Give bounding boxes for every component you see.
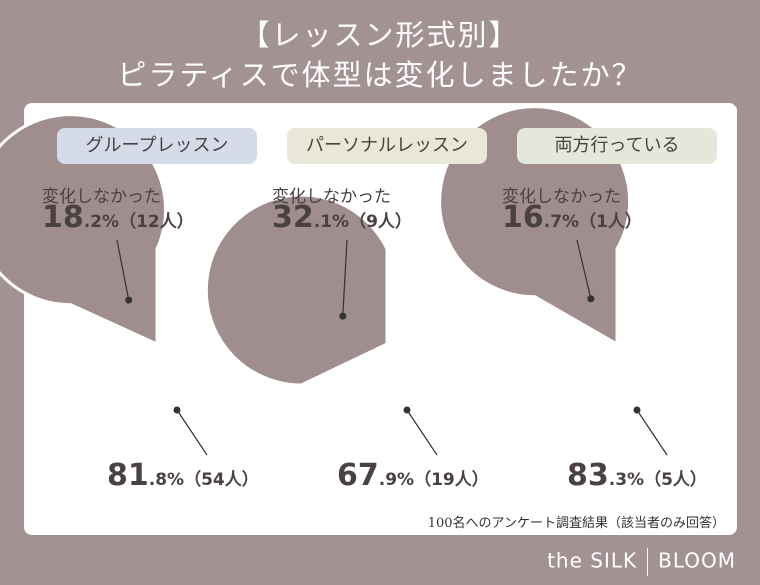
leader-dot-unchanged <box>587 295 595 303</box>
leader-dot-unchanged <box>339 312 347 320</box>
leader-line-unchanged <box>342 239 348 317</box>
footnote: 100名へのアンケート調査結果（該当者のみ回答） <box>427 516 725 531</box>
changed-pie-label: 変化した <box>567 371 651 395</box>
unchanged-label: 変化しなかった <box>42 187 161 207</box>
unchanged-value: 16.7%（1人） <box>502 200 642 235</box>
unchanged-label: 変化しなかった <box>502 187 621 207</box>
unchanged-value: 32.1%（9人） <box>272 200 412 235</box>
pie-slice-changed <box>204 193 389 387</box>
brand-left: the SILK <box>547 548 638 573</box>
changed-value: 83.3%（5人） <box>567 458 707 493</box>
leader-line-unchanged <box>576 239 592 299</box>
unchanged-label: 変化しなかった <box>272 187 391 207</box>
brand-logo: the SILK BLOOM <box>547 548 736 576</box>
tab-0-title: グループレッスン <box>57 128 257 164</box>
leader-dot-changed <box>403 406 411 414</box>
leader-line-changed <box>176 409 208 456</box>
leader-line-changed <box>406 409 438 456</box>
changed-value: 67.9%（19人） <box>337 458 489 493</box>
pie-slice-changed <box>0 113 168 347</box>
changed-pie-label: 変化した <box>337 371 421 395</box>
leader-dot-changed <box>633 406 641 414</box>
leader-dot-changed <box>173 406 181 414</box>
tab-2-title: 両方行っている <box>517 128 717 164</box>
changed-pie-label: 変化した <box>107 371 191 395</box>
pie-slice-changed <box>438 105 632 347</box>
brand-right: BLOOM <box>658 548 736 573</box>
title-line-1: 【レッスン形式別】 <box>240 18 520 52</box>
unchanged-value: 18.2%（12人） <box>42 200 194 235</box>
leader-dot-unchanged <box>125 296 133 304</box>
tab-1-title: パーソナルレッスン <box>287 128 487 164</box>
changed-value: 81.8%（54人） <box>107 458 259 493</box>
leader-line-changed <box>636 409 668 456</box>
title-line-2: ピラティスで体型は変化しましたか？ <box>117 58 643 92</box>
leader-line-unchanged <box>116 239 130 301</box>
